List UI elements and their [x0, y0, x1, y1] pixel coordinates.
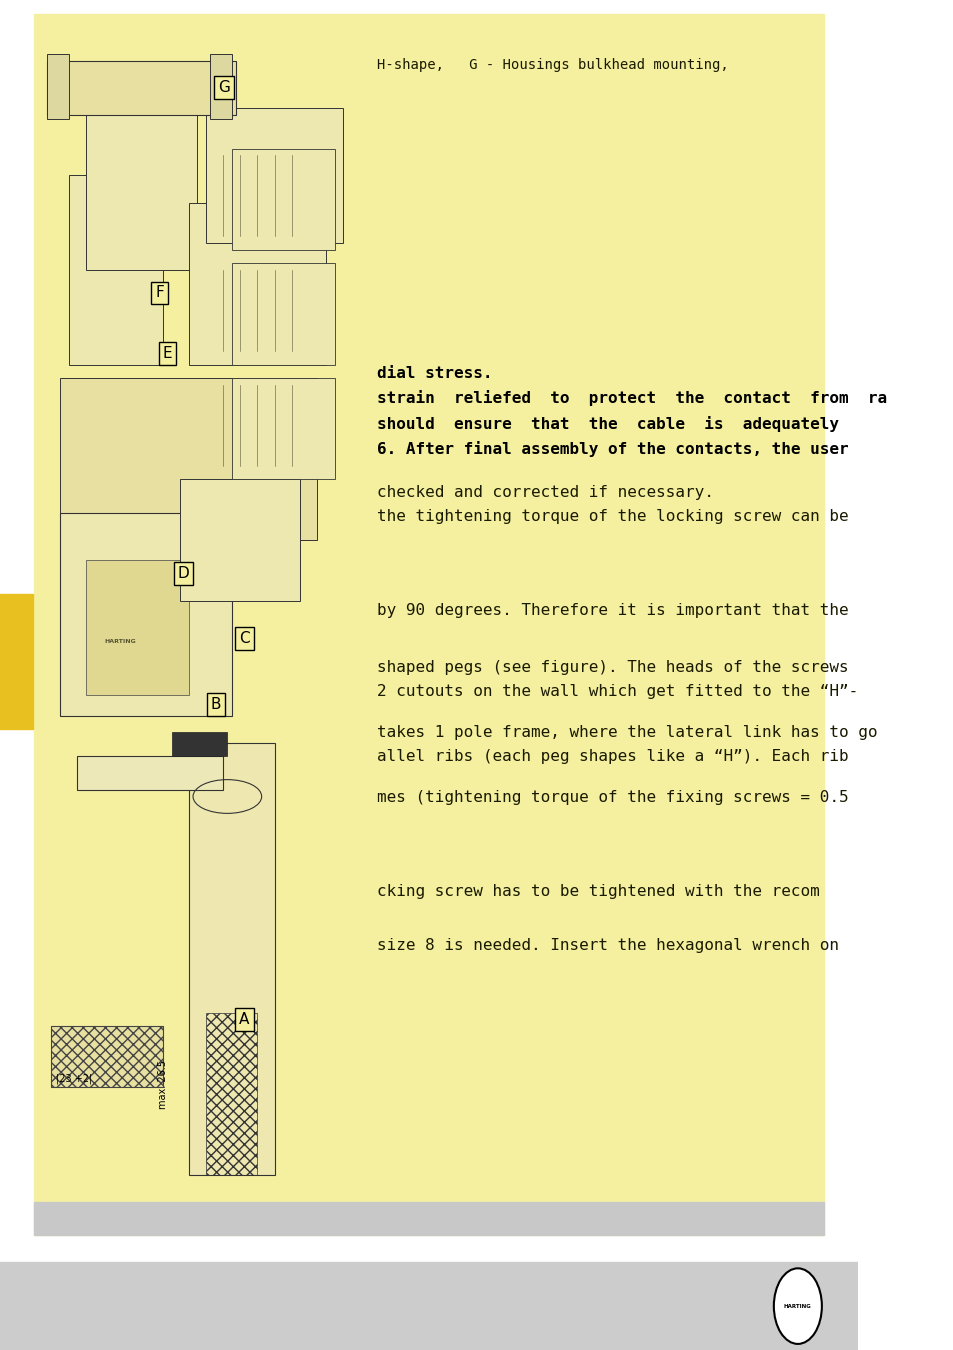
Bar	[0, 1262, 857, 1350]
Text: max. 26.5: max. 26.5	[158, 1060, 168, 1108]
Text: 2 cutouts on the wall which get fitted to the “H”-: 2 cutouts on the wall which get fitted t…	[377, 684, 858, 699]
Text: D: D	[177, 566, 190, 582]
Text: C: C	[239, 630, 250, 647]
Text: dial stress.: dial stress.	[377, 366, 493, 381]
Text: should  ensure  that  the  cable  is  adequately: should ensure that the cable is adequate…	[377, 416, 839, 432]
Bar	[60, 513, 232, 716]
Bar	[189, 202, 326, 364]
Bar	[180, 479, 300, 601]
Bar	[69, 176, 163, 364]
Text: E: E	[162, 346, 172, 362]
Bar	[34, 1202, 822, 1235]
Bar	[172, 732, 227, 756]
Text: G: G	[217, 80, 230, 96]
Bar	[189, 743, 274, 1174]
Bar	[47, 61, 235, 115]
Bar	[232, 263, 335, 364]
Text: B: B	[211, 697, 221, 713]
Bar	[206, 108, 343, 243]
Text: H-shape,   G - Housings bulkhead mounting,: H-shape, G - Housings bulkhead mounting,	[377, 58, 728, 72]
Text: |23 +2|: |23 +2|	[55, 1073, 91, 1084]
Text: HARTING: HARTING	[104, 639, 136, 644]
Text: cking screw has to be tightened with the recom: cking screw has to be tightened with the…	[377, 884, 820, 899]
Bar	[47, 54, 69, 119]
Text: 6. After final assembly of the contacts, the user: 6. After final assembly of the contacts,…	[377, 441, 848, 458]
Bar	[77, 756, 223, 790]
Bar	[206, 1012, 257, 1174]
Circle shape	[773, 1269, 821, 1345]
Text: size 8 is needed. Insert the hexagonal wrench on: size 8 is needed. Insert the hexagonal w…	[377, 938, 839, 953]
Bar	[60, 378, 317, 540]
Text: takes 1 pole frame, where the lateral link has to go: takes 1 pole frame, where the lateral li…	[377, 725, 877, 740]
Text: F: F	[155, 285, 164, 301]
Bar	[210, 54, 232, 119]
Bar	[51, 1026, 163, 1087]
Bar	[0, 594, 32, 729]
Text: strain  reliefed  to  protect  the  contact  from  ra: strain reliefed to protect the contact f…	[377, 390, 886, 406]
Text: checked and corrected if necessary.: checked and corrected if necessary.	[377, 485, 714, 500]
Bar	[86, 108, 197, 270]
Text: by 90 degrees. Therefore it is important that the: by 90 degrees. Therefore it is important…	[377, 603, 848, 618]
Text: HARTING: HARTING	[783, 1304, 811, 1308]
Text: allel ribs (each peg shapes like a “H”). Each rib: allel ribs (each peg shapes like a “H”).…	[377, 749, 848, 764]
Text: A: A	[239, 1011, 250, 1027]
Text: shaped pegs (see figure). The heads of the screws: shaped pegs (see figure). The heads of t…	[377, 660, 848, 675]
Bar	[232, 378, 335, 479]
Bar	[232, 148, 335, 250]
Text: mes (tightening torque of the fixing screws = 0.5: mes (tightening torque of the fixing scr…	[377, 790, 848, 805]
Bar	[86, 560, 189, 695]
Text: the tightening torque of the locking screw can be: the tightening torque of the locking scr…	[377, 509, 848, 524]
Bar	[51, 1026, 163, 1087]
